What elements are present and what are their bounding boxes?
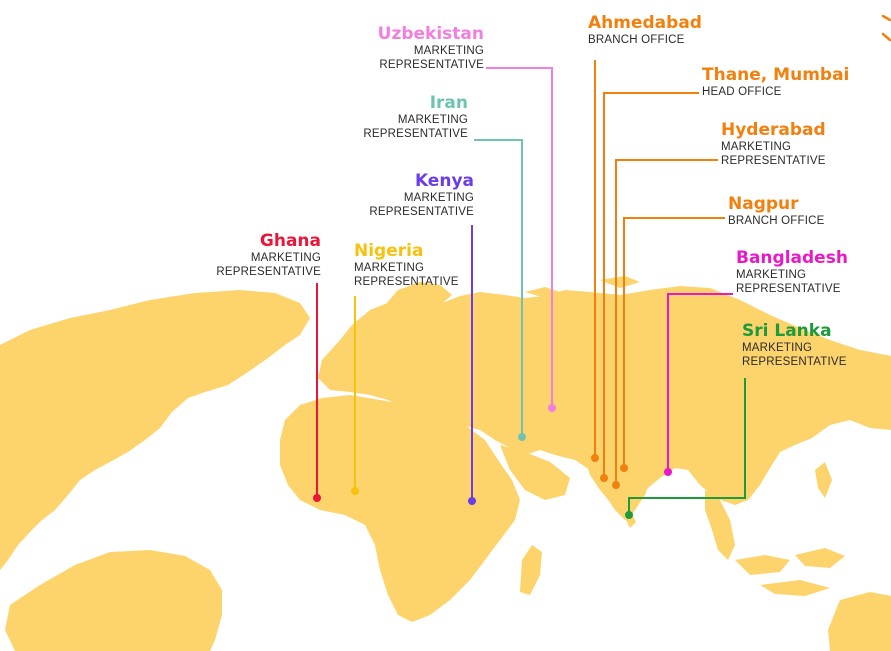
location-name: Ghana — [259, 231, 321, 251]
location-name: Sri Lanka — [742, 321, 832, 341]
label-iran: Iran MARKETING REPRESENTATIVE — [358, 94, 468, 141]
location-role: BRANCH OFFICE — [588, 34, 685, 46]
location-role: MARKETING REPRESENTATIVE — [216, 252, 321, 278]
location-connectors — [316, 60, 746, 515]
location-role: MARKETING REPRESENTATIVE — [721, 141, 826, 167]
location-name: Iran — [429, 93, 468, 113]
marker-kenya — [468, 497, 476, 505]
location-role: MARKETING REPRESENTATIVE — [354, 262, 459, 288]
corner-decoration — [881, 14, 891, 42]
marker-nagpur — [620, 464, 628, 472]
connector-srilanka — [628, 378, 746, 515]
marker-srilanka — [625, 511, 633, 519]
label-sri-lanka: Sri Lanka MARKETING REPRESENTATIVE — [742, 322, 852, 369]
location-role: MARKETING REPRESENTATIVE — [742, 342, 847, 368]
location-name: Thane, Mumbai — [702, 65, 850, 85]
marker-ahmedabad — [591, 454, 599, 462]
label-ghana: Ghana MARKETING REPRESENTATIVE — [211, 232, 321, 279]
label-hyderabad: Hyderabad MARKETING REPRESENTATIVE — [721, 121, 831, 168]
location-name: Hyderabad — [721, 120, 826, 140]
connector-uzbekistan — [486, 67, 553, 408]
label-nagpur: Nagpur BRANCH OFFICE — [728, 195, 825, 228]
connector-iran — [474, 139, 523, 437]
marker-uzbekistan — [548, 404, 556, 412]
label-uzbekistan: Uzbekistan MARKETING REPRESENTATIVE — [374, 25, 484, 72]
label-nigeria: Nigeria MARKETING REPRESENTATIVE — [354, 242, 464, 289]
location-role: MARKETING REPRESENTATIVE — [379, 45, 484, 71]
marker-iran — [518, 433, 526, 441]
marker-hyderabad — [612, 481, 620, 489]
connector-thane — [603, 92, 699, 478]
marker-bangladesh — [664, 468, 672, 476]
location-name: Nigeria — [354, 241, 424, 261]
marker-thane — [600, 474, 608, 482]
marker-ghana — [313, 494, 321, 502]
location-role: BRANCH OFFICE — [728, 215, 825, 227]
location-name: Ahmedabad — [588, 13, 702, 33]
location-markers — [313, 404, 672, 519]
location-role: HEAD OFFICE — [702, 86, 782, 98]
label-thane-mumbai: Thane, Mumbai HEAD OFFICE — [702, 66, 849, 99]
marker-nigeria — [351, 487, 359, 495]
location-role: MARKETING REPRESENTATIVE — [736, 269, 841, 295]
location-role: MARKETING REPRESENTATIVE — [363, 114, 468, 140]
label-bangladesh: Bangladesh MARKETING REPRESENTATIVE — [736, 249, 848, 296]
connector-bangladesh — [667, 293, 733, 472]
connector-hyderabad — [615, 159, 718, 485]
connector-nagpur — [623, 217, 725, 468]
location-name: Uzbekistan — [377, 24, 484, 44]
label-ahmedabad: Ahmedabad BRANCH OFFICE — [588, 14, 702, 47]
location-role: MARKETING REPRESENTATIVE — [369, 192, 474, 218]
location-name: Kenya — [414, 171, 474, 191]
location-name: Bangladesh — [736, 248, 848, 268]
location-name: Nagpur — [728, 194, 799, 214]
label-kenya: Kenya MARKETING REPRESENTATIVE — [364, 172, 474, 219]
